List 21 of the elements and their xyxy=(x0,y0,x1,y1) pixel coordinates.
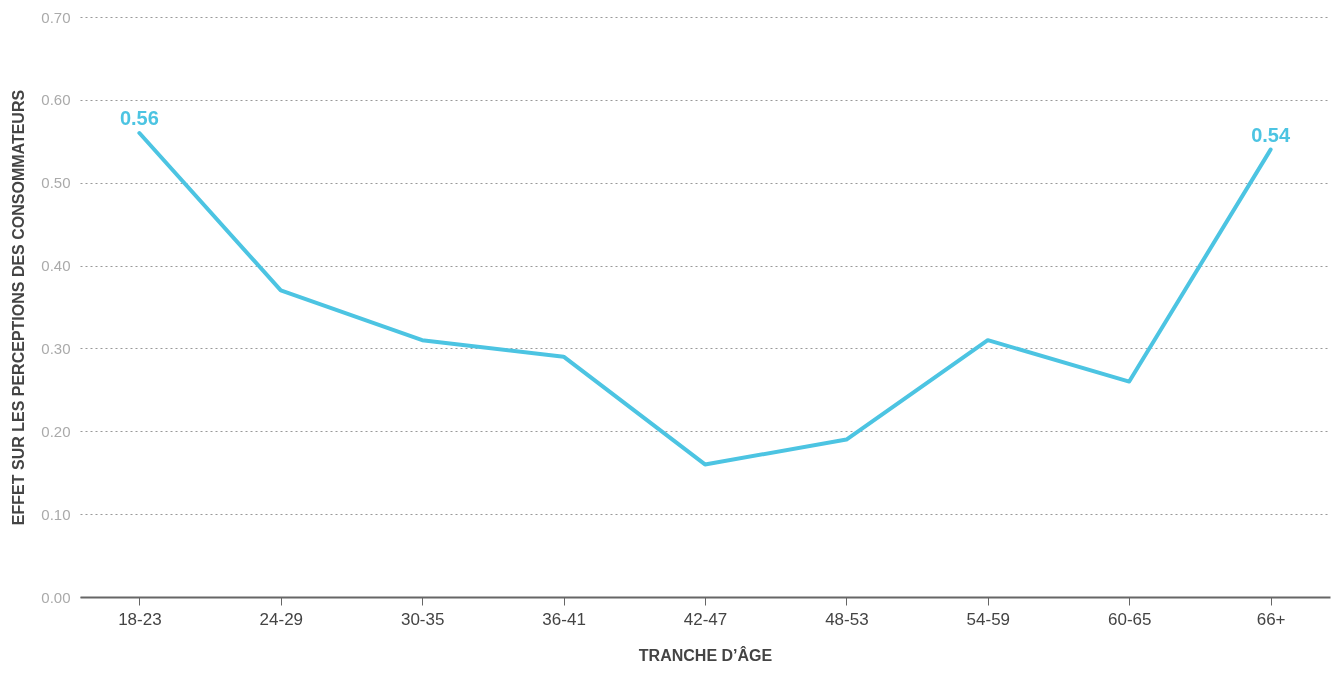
y-tick-label: 0.20 xyxy=(41,422,71,440)
x-tick-label: 66+ xyxy=(1256,609,1286,629)
x-tick-label: 18-23 xyxy=(118,609,162,629)
data-label: 0.56 xyxy=(119,107,159,129)
y-tick-label: 0.00 xyxy=(41,588,71,606)
x-tick-label: 60-65 xyxy=(1107,609,1152,629)
y-tick-label: 0.50 xyxy=(41,174,71,192)
data-label: 0.54 xyxy=(1251,123,1291,146)
y-tick-label: 0.30 xyxy=(41,339,71,357)
x-tick-label: 24-29 xyxy=(259,609,304,629)
y-tick-label: 0.70 xyxy=(41,8,71,26)
x-axis-title: TRANCHE D’ÂGE xyxy=(638,645,773,664)
x-tick-label: 48-53 xyxy=(825,609,869,629)
x-tick-label: 36-41 xyxy=(542,609,586,629)
x-tick-label: 54-59 xyxy=(966,609,1011,629)
y-tick-label: 0.40 xyxy=(41,257,71,275)
y-tick-label: 0.60 xyxy=(41,91,71,109)
x-tick-label: 30-35 xyxy=(400,609,445,629)
y-axis-title: EFFET SUR LES PERCEPTIONS DES CONSOMMATEURS xyxy=(10,89,28,526)
x-tick-label: 42-47 xyxy=(683,609,728,629)
y-tick-label: 0.10 xyxy=(41,505,71,523)
